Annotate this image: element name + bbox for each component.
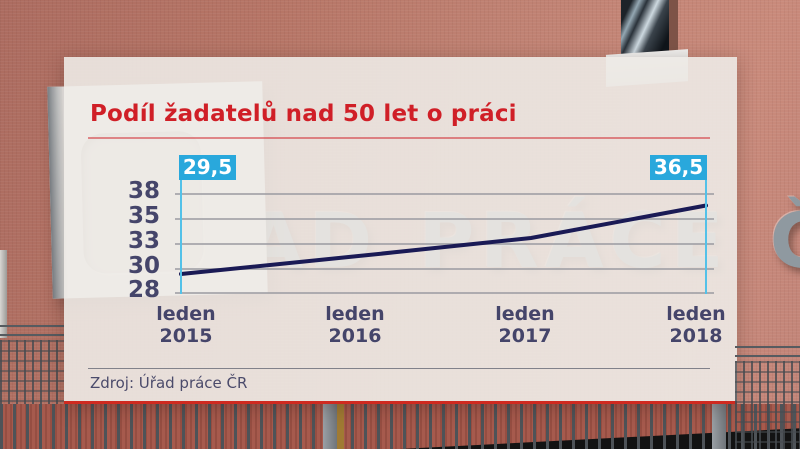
y-tick-label: 38 xyxy=(127,178,160,204)
x-tick-label: leden 2016 xyxy=(325,303,385,347)
fence-post xyxy=(712,404,726,449)
chart-panel: Podíl žadatelů nad 50 let o práci 38 35 33… xyxy=(64,57,737,404)
fence-mesh xyxy=(735,361,800,449)
source-divider xyxy=(88,368,710,369)
fence-right xyxy=(735,344,800,449)
x-tick-label: leden 2017 xyxy=(495,303,555,347)
grid-line xyxy=(175,292,714,294)
grid-line xyxy=(175,193,714,195)
value-tag-start: 29,5 xyxy=(179,155,236,180)
marker-line-2018 xyxy=(705,179,707,294)
x-tick-label: leden 2015 xyxy=(156,303,216,347)
window-frame xyxy=(669,0,678,62)
fence-wires xyxy=(0,325,64,337)
title-divider xyxy=(88,137,710,139)
marker-line-2015 xyxy=(180,179,182,294)
y-tick-label: 30 xyxy=(127,253,160,279)
y-tick-label: 33 xyxy=(127,228,160,254)
trend-line xyxy=(179,203,708,276)
grid-line xyxy=(175,218,714,220)
pole xyxy=(0,250,7,338)
trend-line-layer xyxy=(179,203,708,276)
chart-title: Podíl žadatelů nad 50 let o práci xyxy=(90,101,517,127)
fence-wires xyxy=(735,346,800,358)
grid-line xyxy=(175,268,714,270)
x-tick-label: leden 2018 xyxy=(666,303,726,347)
line-chart: 38 35 33 30 28 29,5 36,5 leden 2015 leden 2016 l… xyxy=(64,57,737,401)
y-tick-label: 35 xyxy=(127,203,160,229)
y-tick-label: 28 xyxy=(127,277,160,303)
grid-line xyxy=(175,243,714,245)
fence-bars xyxy=(0,404,800,449)
source-credit: Zdroj: Úřad práce ČR xyxy=(90,374,248,392)
fence-post xyxy=(323,404,337,449)
lower-brick-wall xyxy=(0,404,800,449)
fence-post xyxy=(337,404,344,449)
value-tag-end: 36,5 xyxy=(650,155,707,180)
